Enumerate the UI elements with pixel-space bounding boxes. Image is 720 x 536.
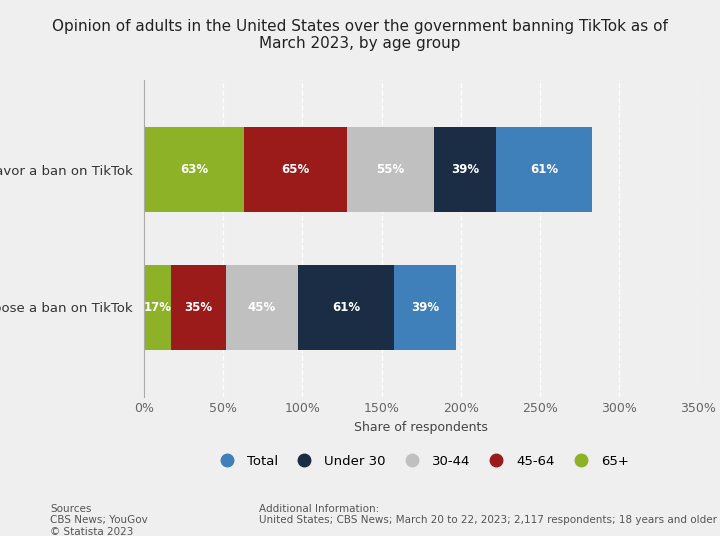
Text: 35%: 35% (184, 301, 212, 314)
Legend: Total, Under 30, 30-44, 45-64, 65+: Total, Under 30, 30-44, 45-64, 65+ (210, 451, 633, 472)
Bar (144, 265, 171, 350)
Text: Additional Information:
United States; CBS News; March 20 to 22, 2023; 2,117 res: Additional Information: United States; C… (259, 504, 717, 525)
Text: 61%: 61% (530, 163, 558, 176)
Text: 39%: 39% (451, 163, 479, 176)
Bar (395, 265, 456, 350)
Text: 45%: 45% (248, 301, 276, 314)
Text: 17%: 17% (143, 301, 171, 314)
Text: 39%: 39% (411, 301, 439, 314)
Bar (297, 265, 395, 350)
Bar (144, 127, 244, 212)
Text: 61%: 61% (332, 301, 360, 314)
Text: Opinion of adults in the United States over the government banning TikTok as of
: Opinion of adults in the United States o… (52, 19, 668, 51)
X-axis label: Share of respondents: Share of respondents (354, 421, 488, 434)
Bar (244, 127, 347, 212)
Text: 55%: 55% (376, 163, 405, 176)
Text: 65%: 65% (281, 163, 310, 176)
Text: 63%: 63% (180, 163, 208, 176)
Text: Sources
CBS News; YouGov
© Statista 2023: Sources CBS News; YouGov © Statista 2023 (50, 504, 148, 536)
Bar (226, 265, 297, 350)
Bar (495, 127, 593, 212)
Bar (171, 265, 226, 350)
Bar (434, 127, 495, 212)
Bar (347, 127, 434, 212)
